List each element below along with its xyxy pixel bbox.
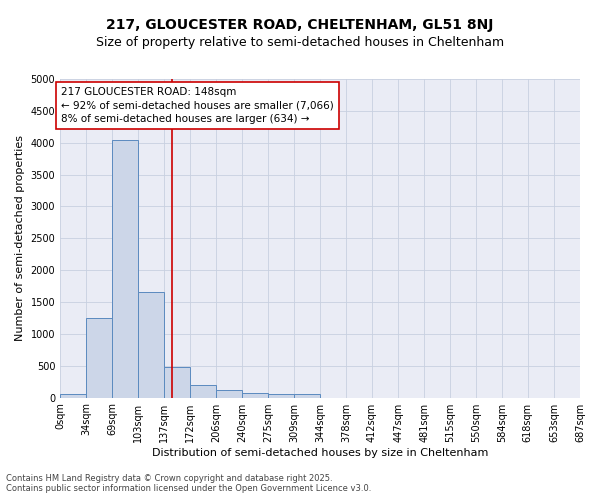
Bar xyxy=(216,390,242,398)
Bar xyxy=(268,394,294,398)
Bar xyxy=(190,385,216,398)
Text: Size of property relative to semi-detached houses in Cheltenham: Size of property relative to semi-detach… xyxy=(96,36,504,49)
Text: Contains HM Land Registry data © Crown copyright and database right 2025.: Contains HM Land Registry data © Crown c… xyxy=(6,474,332,483)
Bar xyxy=(164,368,190,398)
Bar xyxy=(112,140,138,398)
Text: 217 GLOUCESTER ROAD: 148sqm
← 92% of semi-detached houses are smaller (7,066)
8%: 217 GLOUCESTER ROAD: 148sqm ← 92% of sem… xyxy=(61,88,334,124)
X-axis label: Distribution of semi-detached houses by size in Cheltenham: Distribution of semi-detached houses by … xyxy=(152,448,488,458)
Text: 217, GLOUCESTER ROAD, CHELTENHAM, GL51 8NJ: 217, GLOUCESTER ROAD, CHELTENHAM, GL51 8… xyxy=(106,18,494,32)
Bar xyxy=(242,393,268,398)
Bar xyxy=(294,394,320,398)
Bar xyxy=(60,394,86,398)
Bar xyxy=(138,292,164,398)
Bar xyxy=(86,318,112,398)
Text: Contains public sector information licensed under the Open Government Licence v3: Contains public sector information licen… xyxy=(6,484,371,493)
Y-axis label: Number of semi-detached properties: Number of semi-detached properties xyxy=(15,136,25,342)
